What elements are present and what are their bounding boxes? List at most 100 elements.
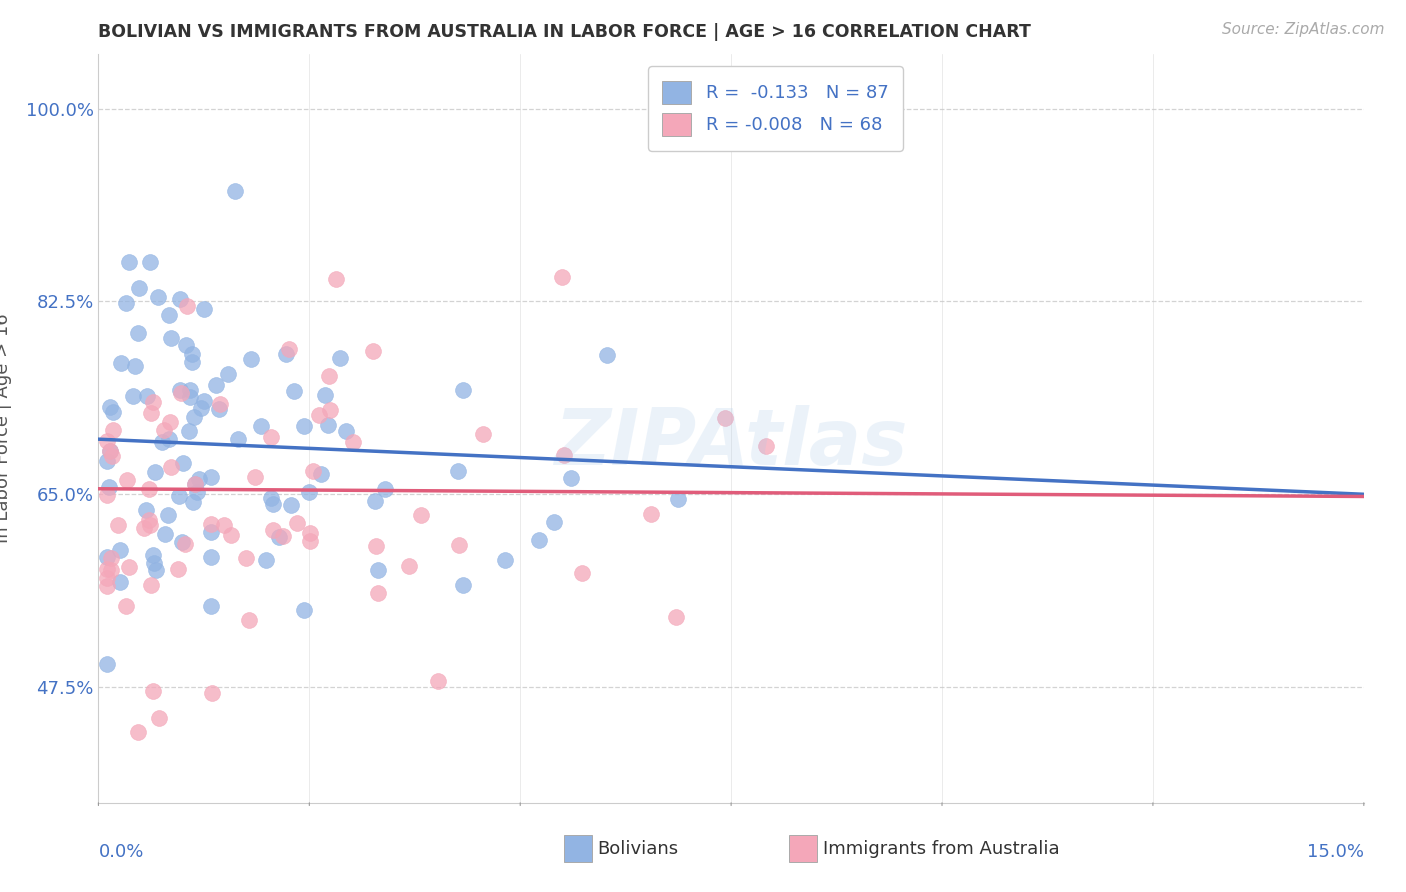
Point bbox=[101, 405, 124, 419]
Point bbox=[184, 476, 207, 491]
Point bbox=[146, 290, 169, 304]
Point bbox=[124, 359, 146, 374]
Point bbox=[188, 472, 211, 486]
Text: BOLIVIAN VS IMMIGRANTS FROM AUSTRALIA IN LABOR FORCE | AGE > 16 CORRELATION CHAR: BOLIVIAN VS IMMIGRANTS FROM AUSTRALIA IN… bbox=[98, 23, 1031, 41]
Point bbox=[179, 391, 201, 405]
Point bbox=[551, 269, 574, 284]
Point bbox=[364, 493, 387, 508]
Point bbox=[302, 464, 325, 478]
Point bbox=[318, 403, 340, 417]
Point bbox=[181, 347, 204, 361]
Point bbox=[292, 603, 315, 617]
Text: Bolivians: Bolivians bbox=[598, 840, 679, 858]
Point bbox=[172, 456, 194, 470]
Point bbox=[342, 434, 364, 449]
Point bbox=[96, 488, 118, 502]
Point bbox=[96, 549, 118, 564]
Point bbox=[308, 408, 330, 422]
Point bbox=[138, 513, 160, 527]
Point bbox=[453, 578, 475, 592]
Text: Source: ZipAtlas.com: Source: ZipAtlas.com bbox=[1222, 22, 1385, 37]
Point bbox=[132, 521, 155, 535]
Point bbox=[543, 515, 565, 529]
Point bbox=[159, 415, 181, 429]
Point bbox=[142, 548, 165, 562]
Point bbox=[449, 538, 471, 552]
Point bbox=[292, 418, 315, 433]
Point bbox=[494, 553, 516, 567]
Point bbox=[226, 433, 249, 447]
Point bbox=[117, 474, 139, 488]
Point bbox=[127, 326, 149, 340]
Point bbox=[298, 484, 321, 499]
Point bbox=[117, 254, 139, 268]
Point bbox=[447, 465, 470, 479]
Point bbox=[260, 491, 283, 505]
Point bbox=[640, 507, 662, 521]
Point bbox=[96, 434, 118, 449]
Point bbox=[361, 344, 384, 359]
Point bbox=[271, 529, 294, 543]
Text: Immigrants from Australia: Immigrants from Australia bbox=[823, 840, 1059, 858]
Point bbox=[122, 388, 145, 402]
Point bbox=[314, 388, 336, 402]
Point bbox=[174, 338, 197, 352]
Point bbox=[240, 352, 263, 367]
Point bbox=[364, 539, 387, 553]
Point bbox=[139, 577, 162, 591]
Point bbox=[139, 406, 162, 420]
Point bbox=[100, 550, 122, 565]
Point bbox=[148, 711, 170, 725]
Point bbox=[243, 469, 266, 483]
Point bbox=[150, 434, 173, 449]
Point bbox=[665, 609, 688, 624]
Point bbox=[250, 418, 273, 433]
Text: 0.0%: 0.0% bbox=[98, 843, 143, 861]
Point bbox=[259, 430, 281, 444]
Point bbox=[186, 484, 208, 499]
Point bbox=[205, 378, 228, 392]
Point bbox=[97, 480, 120, 494]
Point bbox=[170, 385, 193, 400]
Point bbox=[135, 503, 157, 517]
Point bbox=[217, 367, 239, 381]
Point bbox=[298, 533, 321, 548]
Point bbox=[174, 537, 197, 551]
Point bbox=[208, 401, 231, 416]
Point bbox=[170, 535, 193, 549]
Point bbox=[224, 184, 246, 198]
Point bbox=[325, 272, 347, 286]
Point bbox=[571, 566, 593, 580]
Point bbox=[471, 426, 494, 441]
Point bbox=[160, 331, 183, 345]
Point bbox=[208, 397, 231, 411]
Point bbox=[298, 526, 321, 541]
Point bbox=[101, 423, 124, 437]
Point bbox=[153, 527, 176, 541]
Point bbox=[96, 571, 118, 585]
Point bbox=[110, 356, 132, 370]
Point bbox=[98, 443, 121, 458]
Point bbox=[200, 549, 222, 564]
Point bbox=[166, 561, 188, 575]
Text: ZIPAtlas: ZIPAtlas bbox=[554, 405, 908, 481]
Point bbox=[145, 563, 167, 577]
Point bbox=[115, 599, 138, 614]
Point bbox=[115, 295, 138, 310]
Point bbox=[596, 348, 619, 362]
Point bbox=[139, 517, 162, 532]
Point bbox=[283, 384, 305, 398]
Point bbox=[666, 492, 689, 507]
Point bbox=[262, 497, 284, 511]
Point bbox=[335, 424, 357, 438]
Point bbox=[143, 556, 166, 570]
Point bbox=[254, 553, 277, 567]
Point bbox=[176, 299, 198, 313]
Point bbox=[139, 255, 162, 269]
Point bbox=[200, 599, 222, 613]
Point bbox=[309, 467, 332, 481]
Point bbox=[318, 369, 340, 384]
Point bbox=[181, 495, 204, 509]
Point bbox=[142, 395, 165, 409]
Point bbox=[200, 517, 222, 532]
